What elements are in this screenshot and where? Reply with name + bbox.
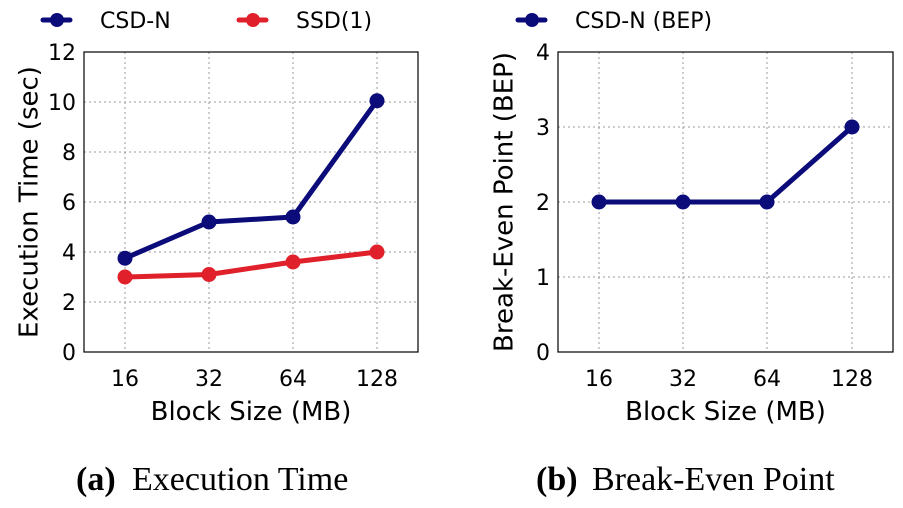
series-line <box>122 249 380 280</box>
data-point <box>369 93 385 109</box>
data-point <box>285 209 301 225</box>
y-tick-label: 0 <box>536 341 550 366</box>
plot-frame <box>557 51 894 353</box>
y-axis-label: Break-Even Point (BEP) <box>490 52 520 352</box>
x-tick-label: 32 <box>669 367 697 392</box>
series-line <box>122 98 380 261</box>
caption-text: Execution Time <box>132 461 348 498</box>
data-point <box>285 254 301 270</box>
caption-label: (b) <box>536 461 578 498</box>
data-point <box>591 194 607 210</box>
legend-marker <box>525 13 539 27</box>
data-point <box>844 119 860 135</box>
x-tick-label: 16 <box>585 367 613 392</box>
x-tick-label: 32 <box>195 367 223 392</box>
data-point <box>369 244 385 260</box>
plot-frame <box>83 51 419 353</box>
x-axis-label: Block Size (MB) <box>151 397 352 427</box>
y-axis-label: Execution Time (sec) <box>15 66 45 338</box>
x-axis-label: Block Size (MB) <box>625 397 826 427</box>
x-tick-label: 64 <box>753 367 781 392</box>
x-tick-label: 128 <box>831 367 873 392</box>
y-tick-label: 4 <box>536 41 550 66</box>
data-point <box>675 194 691 210</box>
legend-marker <box>50 13 64 27</box>
legend-label: SSD(1) <box>296 9 372 34</box>
legend-label: CSD-N <box>100 9 171 34</box>
data-point <box>759 194 775 210</box>
y-tick-label: 2 <box>536 191 550 216</box>
y-tick-label: 1 <box>536 266 550 291</box>
x-tick-label: 128 <box>356 367 398 392</box>
y-tick-label: 6 <box>62 191 76 216</box>
data-point <box>117 269 133 285</box>
data-point <box>117 250 133 266</box>
caption-label: (a) <box>76 461 116 498</box>
y-tick-label: 4 <box>62 241 76 266</box>
series-line <box>596 124 855 205</box>
y-tick-label: 3 <box>536 116 550 141</box>
y-tick-label: 2 <box>62 291 76 316</box>
caption-text: Break-Even Point <box>592 461 835 498</box>
y-tick-label: 8 <box>62 141 76 166</box>
y-tick-label: 12 <box>48 41 76 66</box>
data-point <box>201 267 217 282</box>
y-tick-label: 10 <box>48 91 76 116</box>
x-tick-label: 64 <box>279 367 307 392</box>
y-tick-label: 0 <box>62 341 76 366</box>
x-tick-label: 16 <box>111 367 139 392</box>
data-point <box>201 214 217 230</box>
legend-marker <box>246 13 260 27</box>
legend-label: CSD-N (BEP) <box>575 9 712 34</box>
